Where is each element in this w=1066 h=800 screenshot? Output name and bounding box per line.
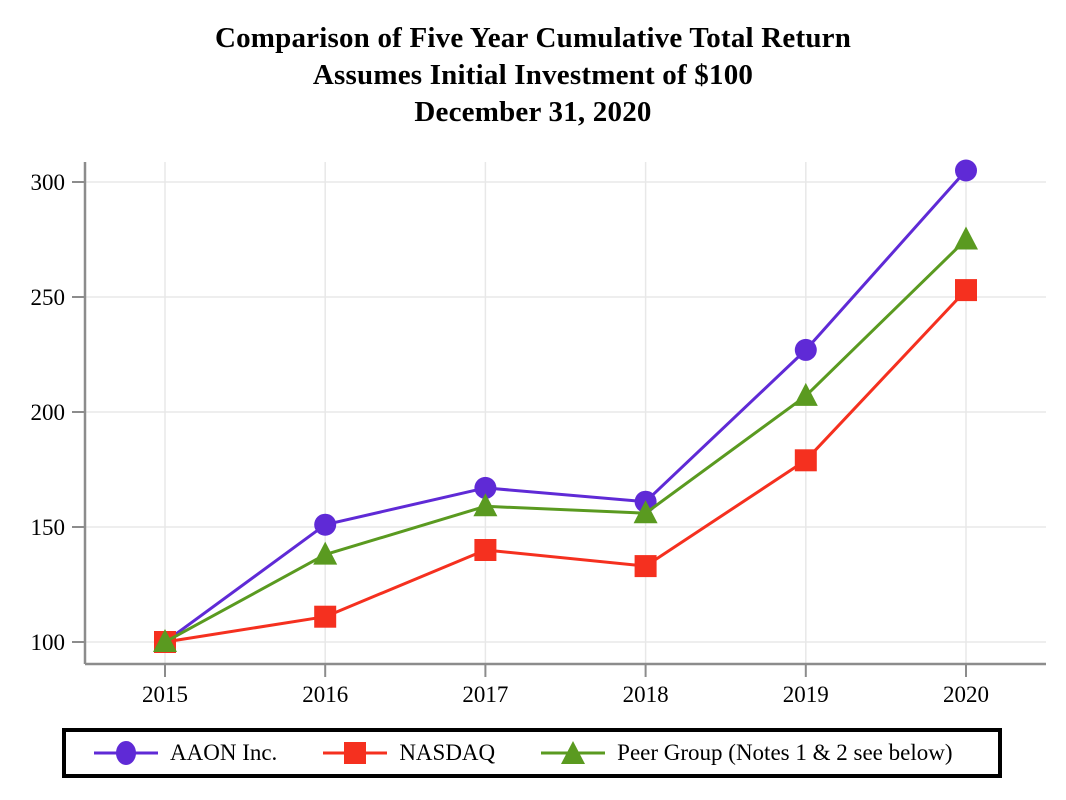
legend-item: AAON Inc.	[94, 739, 277, 767]
data-point-triangle-marker	[633, 500, 658, 524]
legend-square-marker-icon	[323, 742, 388, 764]
chart-title: Comparison of Five Year Cumulative Total…	[0, 20, 1066, 131]
data-point-triangle-marker	[153, 629, 177, 652]
x-axis-tick-label: 2020	[943, 682, 989, 707]
data-point-square-marker	[955, 279, 977, 302]
series-line	[164, 238, 968, 644]
y-axis-tick-label: 100	[31, 630, 66, 655]
y-axis-tick-label: 300	[31, 170, 66, 195]
data-point-triangle-marker	[954, 226, 978, 250]
series-line	[164, 169, 968, 644]
chart-legend-box: AAON Inc. NASDAQ Peer Group (Notes 1 & 2 s…	[62, 728, 1002, 778]
data-point-triangle-marker	[793, 382, 818, 406]
data-point-square-marker	[794, 449, 817, 472]
x-axis-tick-label: 2018	[623, 682, 669, 707]
data-point-triangle-marker	[313, 541, 338, 565]
data-point-circle-marker	[314, 513, 337, 536]
data-point-square-marker	[634, 555, 657, 578]
y-axis-tick-label: 150	[31, 515, 66, 540]
chart-title-line-1: Comparison of Five Year Cumulative Total…	[214, 22, 852, 54]
data-point-square-marker	[314, 605, 337, 628]
data-point-triangle-marker	[473, 493, 498, 517]
legend-circle-marker-icon	[94, 741, 158, 765]
y-axis-tick-label: 200	[31, 400, 66, 425]
x-axis-tick-label: 2016	[302, 682, 348, 707]
legend-label: Peer Group (Notes 1 & 2 see below)	[617, 740, 953, 765]
x-axis-tick-label: 2015	[142, 682, 188, 707]
data-point-circle-marker	[794, 338, 817, 361]
series-line	[164, 289, 968, 644]
legend-triangle-marker-icon	[541, 741, 606, 764]
legend-item: NASDAQ	[323, 739, 495, 767]
legend-label: NASDAQ	[399, 740, 496, 765]
data-point-square-marker	[474, 539, 497, 561]
data-point-circle-marker	[474, 476, 497, 499]
y-axis-tick-label: 250	[31, 285, 66, 310]
data-point-circle-marker	[955, 159, 977, 182]
legend-item: Peer Group (Notes 1 & 2 see below)	[541, 739, 953, 767]
x-axis-tick-label: 2019	[783, 682, 829, 707]
chart-title-line-2: Assumes Initial Investment of $100	[312, 59, 754, 91]
x-axis-tick-label: 2017	[462, 682, 508, 707]
legend-label: AAON Inc.	[170, 740, 278, 765]
chart-title-line-3: December 31, 2020	[414, 96, 652, 128]
